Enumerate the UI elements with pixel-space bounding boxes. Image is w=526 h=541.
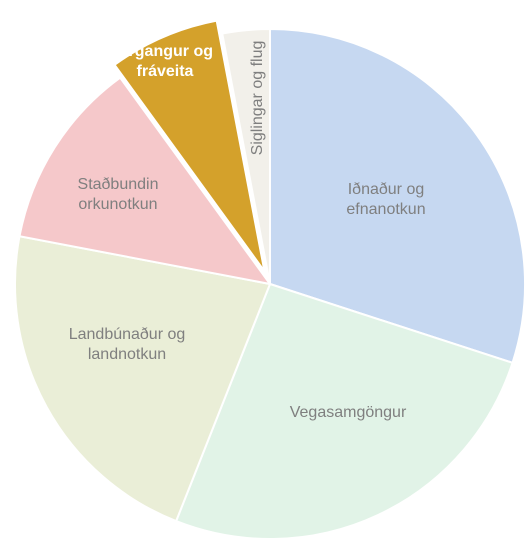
slice-label: Vegasamgöngur [289,404,407,421]
pie-slice [174,282,514,540]
slice-label: Siglingar og flug [249,40,266,156]
pie-slice [113,19,266,272]
pie-slice [269,27,526,365]
slice-label: Landbúnaður og landnotkun [68,326,186,363]
slice-label: Úrgangur og fráveita [117,43,213,80]
slice-label: Staðbundin orkunotkun [77,176,159,213]
slice-label: Iðnaður og efnanotkun [346,181,426,218]
pie-slice [14,235,272,523]
pie-slice [18,76,273,286]
pie-slice [221,27,271,285]
